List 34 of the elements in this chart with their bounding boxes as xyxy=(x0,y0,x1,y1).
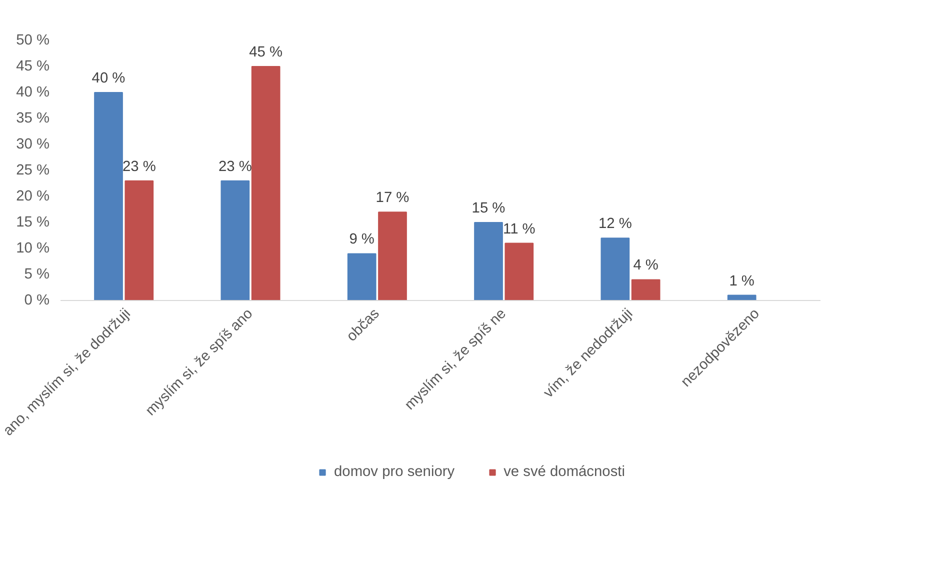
data-label: 45 % xyxy=(249,44,283,60)
y-tick-label: 0 % xyxy=(24,292,50,308)
y-tick-label: 20 % xyxy=(16,188,50,204)
bar xyxy=(251,66,280,300)
y-tick-label: 40 % xyxy=(16,84,50,100)
legend-label: domov pro seniory xyxy=(334,464,455,480)
data-label: 40 % xyxy=(92,70,126,86)
bar xyxy=(504,242,534,300)
y-tick-label: 15 % xyxy=(16,214,50,230)
y-tick-label: 30 % xyxy=(16,136,50,152)
y-tick-label: 10 % xyxy=(16,240,50,256)
bar xyxy=(474,222,503,300)
y-tick-label: 35 % xyxy=(16,110,50,126)
y-tick-label: 50 % xyxy=(16,32,50,48)
y-tick-label: 25 % xyxy=(16,162,50,178)
data-label: 11 % xyxy=(503,221,536,238)
bar xyxy=(378,212,407,300)
bar xyxy=(124,180,154,300)
y-tick-label: 5 % xyxy=(24,266,50,282)
data-label: 4 % xyxy=(633,258,658,274)
data-label: 23 % xyxy=(122,158,156,175)
data-label: 17 % xyxy=(376,190,410,206)
data-label: 15 % xyxy=(472,200,506,216)
y-tick-label: 45 % xyxy=(16,58,50,74)
bar xyxy=(94,92,123,300)
data-label: 23 % xyxy=(218,158,252,175)
bar xyxy=(220,180,250,300)
data-label: 12 % xyxy=(598,216,632,232)
data-label: 1 % xyxy=(729,273,754,290)
data-label: 9 % xyxy=(349,232,374,248)
legend-label: ve své domácnosti xyxy=(504,464,625,480)
bar xyxy=(631,279,660,300)
bar xyxy=(347,253,376,300)
bar xyxy=(600,238,630,300)
